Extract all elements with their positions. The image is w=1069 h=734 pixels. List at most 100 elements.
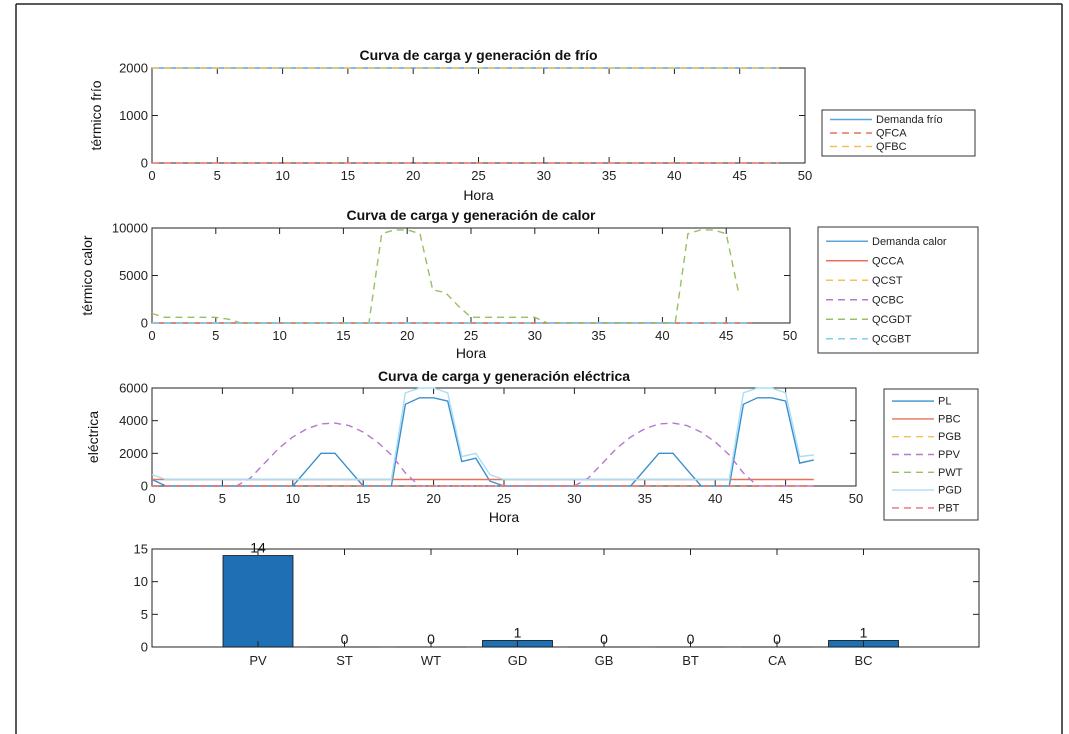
subplot-1: 0 1000 2000 0 5 10 15 20 25 30 35 40 45 50 Curva de ca… [88, 47, 976, 203]
chart-title: Curva de carga y generación de calor [347, 207, 597, 223]
y-tick-label: 2000 [119, 446, 148, 461]
x-axis-label: Hora [489, 509, 520, 525]
x-tick-label: 5 [219, 491, 226, 506]
x-tick-label: 50 [798, 168, 812, 183]
bar-pv [222, 555, 294, 648]
x-tick-label: 35 [638, 491, 652, 506]
y-tick-label: 6000 [119, 381, 148, 396]
category-label: CA [768, 653, 786, 668]
x-tick-label: 50 [849, 491, 863, 506]
x-tick-label: 0 [148, 168, 155, 183]
legend-entry: PGD [938, 485, 962, 497]
legend-box [817, 226, 979, 354]
category-label: BC [854, 653, 872, 668]
y-tick-label: 0 [141, 316, 148, 331]
y-tick-label: 5 [141, 607, 148, 622]
x-tick-label: 5 [214, 168, 221, 183]
legend-entry: PBT [938, 502, 960, 514]
y-axis-label: eléctrica [85, 411, 101, 463]
x-tick-label: 50 [783, 328, 797, 343]
legend-entry: QFBC [876, 141, 907, 153]
data-label: 0 [600, 631, 608, 647]
y-axis-label: térmico frío [88, 80, 104, 150]
x-tick-label: 15 [336, 328, 350, 343]
x-tick-label: 20 [400, 328, 414, 343]
y-tick-label: 15 [134, 542, 148, 557]
legend-entry: PPV [938, 449, 961, 461]
category-label: PV [249, 653, 267, 668]
legend: Demanda calor QCCA QCST QCBC QCGDT QCGBT [817, 226, 979, 354]
legend-entry: QCBC [872, 294, 904, 306]
x-tick-label: 25 [471, 168, 485, 183]
y-tick-label: 0 [141, 479, 148, 494]
y-axis-label: térmico calor [79, 235, 95, 315]
y-tick-label: 10000 [112, 221, 148, 236]
x-tick-label: 0 [148, 328, 155, 343]
data-label: 1 [860, 624, 868, 640]
x-tick-label: 25 [497, 491, 511, 506]
legend-entry: Demanda frío [876, 114, 943, 126]
x-tick-label: 45 [719, 328, 733, 343]
y-tick-label: 0 [141, 640, 148, 655]
x-tick-label: 35 [591, 328, 605, 343]
y-tick-label: 1000 [119, 108, 148, 123]
x-tick-label: 40 [708, 491, 722, 506]
axes-box [151, 227, 791, 324]
x-tick-label: 40 [667, 168, 681, 183]
x-tick-label: 15 [356, 491, 370, 506]
legend-entry: PGB [938, 431, 961, 443]
legend: PL PBC PGB PPV PWT PGD PBT [883, 388, 979, 521]
x-tick-label: 0 [148, 491, 155, 506]
legend-entry: QCCA [872, 255, 904, 267]
x-tick-label: 10 [275, 168, 289, 183]
subplot-3: 0 2000 4000 6000 0 5 10 15 20 25 30 35 40 45 50 Curva d… [85, 368, 979, 525]
legend-entry: QFCA [876, 128, 907, 140]
subplot-2: 0 5000 10000 0 5 10 15 20 25 30 35 40 45 50 Curva de c… [79, 207, 979, 361]
x-tick-label: 5 [212, 328, 219, 343]
legend-entry: Demanda calor [872, 236, 947, 248]
chart-title: Curva de carga y generación eléctrica [378, 368, 630, 384]
legend-entry: PWT [938, 467, 963, 479]
subplot-4: 0 5 10 15 PV 14 ST 0 WT 0 GD 1 GB 0 BT 0 CA 0 BC 1 [134, 540, 980, 668]
legend-entry: PBC [938, 413, 961, 425]
x-tick-label: 20 [406, 168, 420, 183]
y-tick-label: 5000 [119, 268, 148, 283]
x-axis-label: Hora [463, 187, 494, 203]
x-tick-label: 25 [464, 328, 478, 343]
x-tick-label: 45 [732, 168, 746, 183]
category-label: BT [682, 653, 699, 668]
y-tick-label: 0 [141, 156, 148, 171]
x-tick-label: 30 [528, 328, 542, 343]
x-tick-label: 30 [537, 168, 551, 183]
x-tick-label: 20 [426, 491, 440, 506]
legend-entry: QCST [872, 275, 903, 287]
y-tick-label: 4000 [119, 413, 148, 428]
x-tick-label: 30 [567, 491, 581, 506]
data-label: 0 [773, 631, 781, 647]
legend-entry: QCGBT [872, 333, 911, 345]
x-tick-label: 40 [655, 328, 669, 343]
x-axis-label: Hora [456, 345, 487, 361]
category-label: WT [421, 653, 441, 668]
category-label: GB [595, 653, 614, 668]
x-tick-label: 10 [272, 328, 286, 343]
x-tick-label: 35 [602, 168, 616, 183]
chart-title: Curva de carga y generación de frío [359, 47, 597, 63]
x-tick-label: 15 [341, 168, 355, 183]
legend-entry: PL [938, 396, 951, 408]
axes-box [151, 67, 806, 164]
data-label: 1 [514, 624, 522, 640]
y-tick-label: 2000 [119, 61, 148, 76]
data-label: 14 [250, 540, 266, 556]
legend-entry: QCGDT [872, 314, 912, 326]
data-label: 0 [341, 631, 349, 647]
category-label: ST [336, 653, 353, 668]
category-label: GD [508, 653, 528, 668]
series-line-pgd [152, 387, 814, 481]
x-tick-label: 45 [778, 491, 792, 506]
x-tick-label: 10 [286, 491, 300, 506]
y-tick-label: 10 [134, 574, 148, 589]
data-label: 0 [687, 631, 695, 647]
